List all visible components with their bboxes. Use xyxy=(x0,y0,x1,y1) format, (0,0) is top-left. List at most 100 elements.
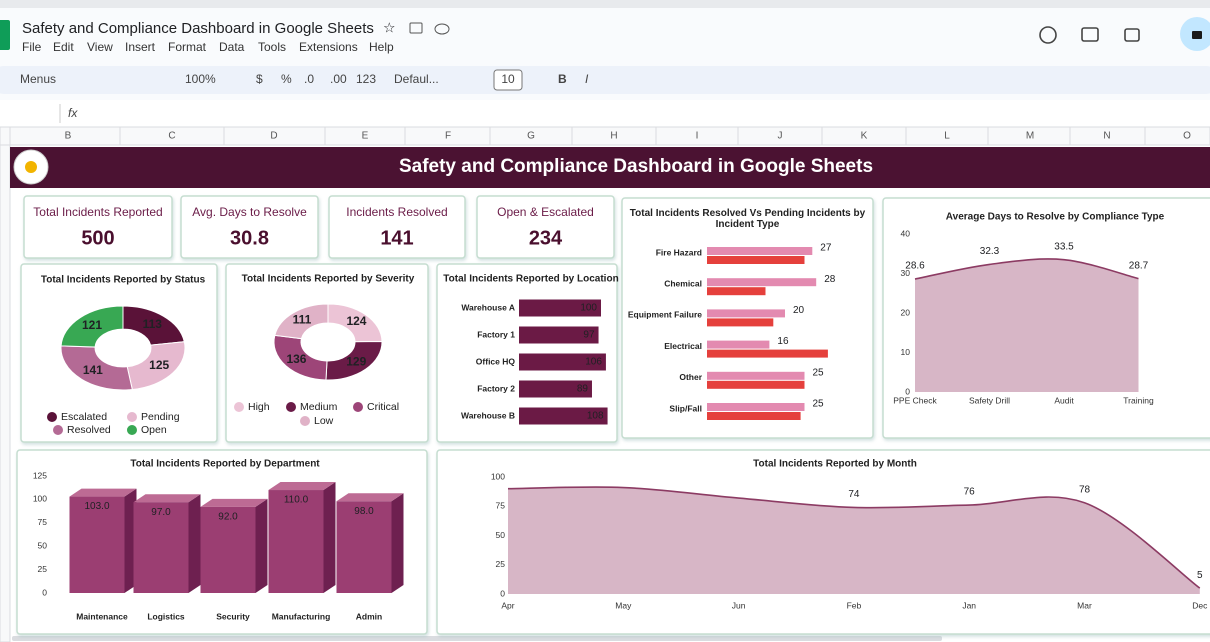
x-tick-label: Manufacturing xyxy=(272,611,331,621)
bar-front xyxy=(268,490,324,593)
banner xyxy=(10,147,1210,188)
column-header[interactable]: D xyxy=(270,131,277,142)
x-tick-label: Jan xyxy=(962,600,976,610)
comment-icon[interactable] xyxy=(1081,27,1099,42)
y-tick-label: 75 xyxy=(496,501,506,511)
toolbar-item[interactable]: 123 xyxy=(356,72,376,86)
column-header[interactable]: G xyxy=(527,131,535,142)
column-header[interactable]: F xyxy=(445,131,451,142)
slice-label: 111 xyxy=(293,312,312,326)
bar xyxy=(519,353,606,371)
bar-value-label: 25 xyxy=(813,399,825,410)
bar xyxy=(707,247,813,255)
x-tick-label: Apr xyxy=(501,600,514,610)
toolbar-item[interactable]: B xyxy=(558,72,567,86)
kpi-label: Avg. Days to Resolve xyxy=(192,205,307,219)
bar xyxy=(707,318,774,327)
x-tick-label: Logistics xyxy=(147,611,185,621)
toolbar-item[interactable]: Menus xyxy=(20,72,56,86)
slice-label: 129 xyxy=(346,355,366,369)
column-header[interactable]: M xyxy=(1026,131,1034,142)
cloud-icon[interactable] xyxy=(434,23,450,35)
kpi-value: 234 xyxy=(529,227,563,249)
menu-item[interactable]: View xyxy=(87,40,113,54)
toolbar-item[interactable]: $ xyxy=(256,72,263,86)
y-category-label: Chemical xyxy=(664,278,702,288)
doc-title[interactable]: Safety and Compliance Dashboard in Googl… xyxy=(22,20,374,37)
y-category-label: Factory 1 xyxy=(477,329,515,339)
y-tick-label: 0 xyxy=(905,386,910,396)
bar xyxy=(707,309,785,318)
x-tick-label: Security xyxy=(216,611,250,621)
column-header[interactable]: H xyxy=(610,131,617,142)
card xyxy=(23,195,173,259)
point-label: 28.6 xyxy=(905,261,925,272)
column-header[interactable]: E xyxy=(362,131,369,142)
toolbar-item[interactable]: I xyxy=(585,72,589,86)
menu-item[interactable]: Tools xyxy=(258,40,286,54)
slice-label: 136 xyxy=(286,352,306,366)
legend-label: Escalated xyxy=(61,411,107,423)
kpi-label: Incidents Resolved xyxy=(346,205,447,219)
bar xyxy=(707,412,801,420)
star-icon[interactable]: ☆ xyxy=(383,20,396,36)
legend-swatch xyxy=(353,402,363,412)
menu-item[interactable]: File xyxy=(22,40,42,54)
column-header[interactable]: I xyxy=(696,131,699,142)
menu-item[interactable]: Extensions xyxy=(299,40,358,54)
chart-title: Total Incidents Reported by Status xyxy=(41,275,206,286)
menu-item[interactable]: Edit xyxy=(53,40,74,54)
bar xyxy=(707,349,828,358)
y-tick-label: 0 xyxy=(42,587,47,597)
menu-item[interactable]: Help xyxy=(369,40,394,54)
x-tick-label: Dec xyxy=(1192,600,1208,610)
toolbar-item[interactable]: 100% xyxy=(185,72,216,86)
meet-icon[interactable] xyxy=(1124,28,1140,42)
column-header[interactable]: O xyxy=(1183,131,1191,142)
slice-label: 113 xyxy=(143,317,163,331)
toolbar-item[interactable]: .0 xyxy=(304,72,314,86)
bar-3d xyxy=(200,498,268,593)
column-header[interactable]: C xyxy=(168,131,175,142)
y-tick-label: 0 xyxy=(500,588,505,598)
bar xyxy=(707,403,805,411)
sheets-icon[interactable] xyxy=(0,20,10,50)
column-header[interactable]: B xyxy=(65,131,72,142)
history-icon[interactable] xyxy=(1039,26,1057,44)
column-header[interactable]: K xyxy=(861,131,868,142)
column-header[interactable]: J xyxy=(778,131,783,142)
chart-title-box: Total Incidents Resolved Vs Pending Inci… xyxy=(630,208,865,230)
bar xyxy=(519,299,601,317)
point-label: 74 xyxy=(848,489,860,500)
move-icon[interactable] xyxy=(409,22,423,34)
column-header[interactable]: L xyxy=(944,131,950,142)
toolbar-item[interactable]: .00 xyxy=(330,72,347,86)
bar xyxy=(707,256,805,264)
bar-value-label: 97.0 xyxy=(151,507,171,518)
bar-top xyxy=(336,493,404,502)
bar-front xyxy=(200,506,256,593)
menu-item[interactable]: Data xyxy=(219,40,245,54)
toolbar-item[interactable]: Defaul... xyxy=(394,72,439,86)
legend-swatch xyxy=(234,402,244,412)
legend-label: Critical xyxy=(367,401,399,413)
bar-value-label: 106 xyxy=(585,357,602,368)
column-header[interactable]: N xyxy=(1103,131,1110,142)
bar-top xyxy=(200,498,268,507)
bar-value-label: 110.0 xyxy=(284,495,309,506)
menu-item[interactable]: Format xyxy=(168,40,207,54)
y-category-label: Office HQ xyxy=(476,356,516,366)
bar-value-label: 27 xyxy=(820,243,832,254)
kpi-label: Open & Escalated xyxy=(497,205,594,219)
scrollbar[interactable] xyxy=(12,636,942,641)
logo-center xyxy=(25,161,37,173)
area xyxy=(508,487,1200,594)
menu-item[interactable]: Insert xyxy=(125,40,156,54)
toolbar-item[interactable]: 10 xyxy=(501,72,515,86)
card xyxy=(180,195,319,259)
toolbar-item[interactable]: % xyxy=(281,72,292,86)
font-size-box[interactable] xyxy=(493,69,523,91)
y-category-label: Fire Hazard xyxy=(656,247,702,257)
bar xyxy=(707,287,766,296)
